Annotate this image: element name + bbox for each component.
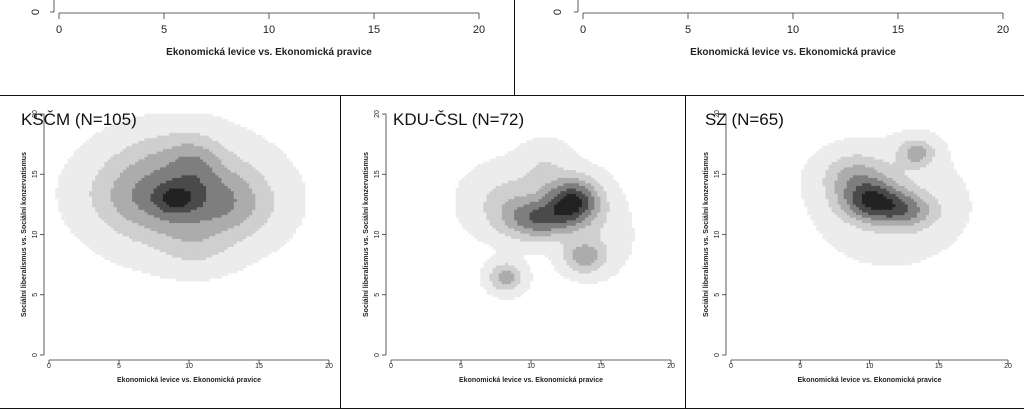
x-axis-label: Ekonomická levice vs. Ekonomická pravice: [690, 47, 896, 58]
density-cell: [295, 169, 299, 172]
x-tick-label: 0: [580, 24, 586, 36]
plot-ksc: 0 5 10 15 20 Sociální liberalismus vs. Sociál…: [0, 96, 343, 410]
panel-ksc: 0 5 10 15 20 Sociální liberalismus vs. Sociál…: [0, 95, 342, 409]
density-cell: [527, 265, 531, 268]
x-tick-label: 10: [185, 363, 193, 370]
x-tick-label: 15: [892, 24, 904, 36]
x-tick-label: 20: [473, 24, 485, 36]
y-tick-label: 15: [32, 170, 39, 178]
density-cell: [283, 154, 287, 157]
density-cell: [298, 175, 302, 178]
x-tick-label: 20: [325, 363, 333, 370]
x-axis-label: Ekonomická levice vs. Ekonomická pravice: [166, 47, 372, 58]
panel-top-right: 0 5 10 15 20 Ekonomická levice vs. Ekonomická…: [514, 0, 1024, 97]
x-tick-label: 10: [787, 24, 799, 36]
y-tick-label: 0: [552, 9, 564, 15]
x-tick-label: 10: [263, 24, 275, 36]
density-contours: [55, 114, 305, 282]
density-cell: [289, 161, 293, 164]
density-cell: [523, 260, 527, 263]
y-axis-label: Sociální liberalismus vs. Sociální konze…: [21, 152, 28, 317]
y-tick-label: 5: [32, 293, 39, 297]
x-tick-label: 15: [368, 24, 380, 36]
plot-top-left: 0 5 10 15 20 Ekonomická levice vs. Ekonomická…: [0, 0, 517, 98]
panel-top-left: 0 5 10 15 20 Ekonomická levice vs. Ekonomická…: [0, 0, 516, 97]
x-tick-label: 15: [255, 363, 263, 370]
y-tick-label: 0: [32, 353, 39, 357]
density-cell: [302, 183, 306, 186]
plot-top-right: 0 5 10 15 20 Ekonomická levice vs. Ekonomická…: [515, 0, 1024, 98]
x-tick-label: 5: [161, 24, 167, 36]
x-tick-label: 0: [47, 363, 51, 370]
x-tick-label: 5: [685, 24, 691, 36]
x-axis-label: Ekonomická levice vs. Ekonomická pravice: [117, 377, 261, 384]
x-tick-label: 20: [997, 24, 1009, 36]
density-contours: [456, 138, 635, 300]
x-tick-label: 0: [56, 24, 62, 36]
x-tick-label: 5: [117, 363, 121, 370]
y-tick-label: 0: [30, 9, 42, 15]
y-tick-label: 10: [32, 231, 39, 239]
panel-title-ksc: KSČM (N=105): [21, 110, 137, 130]
